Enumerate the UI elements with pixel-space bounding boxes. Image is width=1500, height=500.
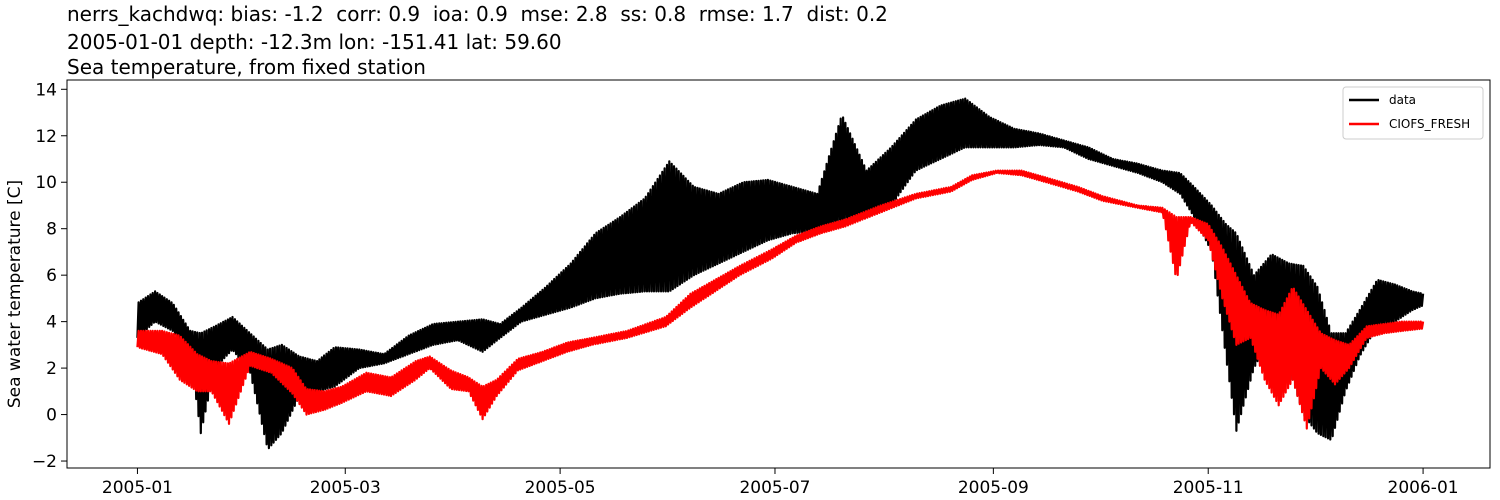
- x-tick-label: 2005-03: [310, 478, 381, 498]
- legend: data CIOFS_FRESH: [1342, 86, 1484, 140]
- x-tick-label: 2005-01: [102, 478, 173, 498]
- chart-title-line-1: nerrs_kachdwq: bias: -1.2 corr: 0.9 ioa:…: [67, 2, 888, 26]
- x-tick-label: 2005-09: [958, 478, 1029, 498]
- y-tick-label: 10: [35, 173, 57, 193]
- y-tick-label: 2: [46, 359, 57, 379]
- series-layer: [136, 97, 1425, 450]
- y-axis: −2 0 2 4 6 8 10 12 14: [32, 80, 67, 472]
- legend-label-data: data: [1389, 93, 1416, 107]
- x-tick-label: 2005-05: [525, 478, 596, 498]
- y-tick-label: −2: [32, 452, 57, 472]
- chart-title-line-2: 2005-01-01 depth: -12.3m lon: -151.41 la…: [67, 30, 562, 54]
- y-axis-label: Sea water temperature [C]: [5, 180, 25, 408]
- x-tick-label: 2005-11: [1173, 478, 1244, 498]
- legend-label-CIOFS_FRESH: CIOFS_FRESH: [1389, 117, 1470, 131]
- plot-frame: [66, 79, 1491, 469]
- y-tick-label: 12: [35, 127, 57, 147]
- x-tick-label: 2006-01: [1388, 478, 1459, 498]
- y-tick-label: 8: [46, 220, 57, 240]
- x-axis: 2005-01 2005-03 2005-05 2005-07 2005-09 2005-…: [102, 468, 1459, 498]
- y-tick-label: 14: [35, 80, 57, 100]
- y-tick-label: 0: [46, 406, 57, 426]
- series-line-CIOFS_FRESH: [136, 169, 1425, 430]
- series-line-data: [136, 97, 1425, 450]
- chart-title-line-3: Sea temperature, from fixed station: [67, 55, 426, 79]
- x-tick-label: 2005-07: [739, 478, 810, 498]
- y-tick-label: 6: [46, 266, 57, 286]
- y-tick-label: 4: [46, 313, 57, 333]
